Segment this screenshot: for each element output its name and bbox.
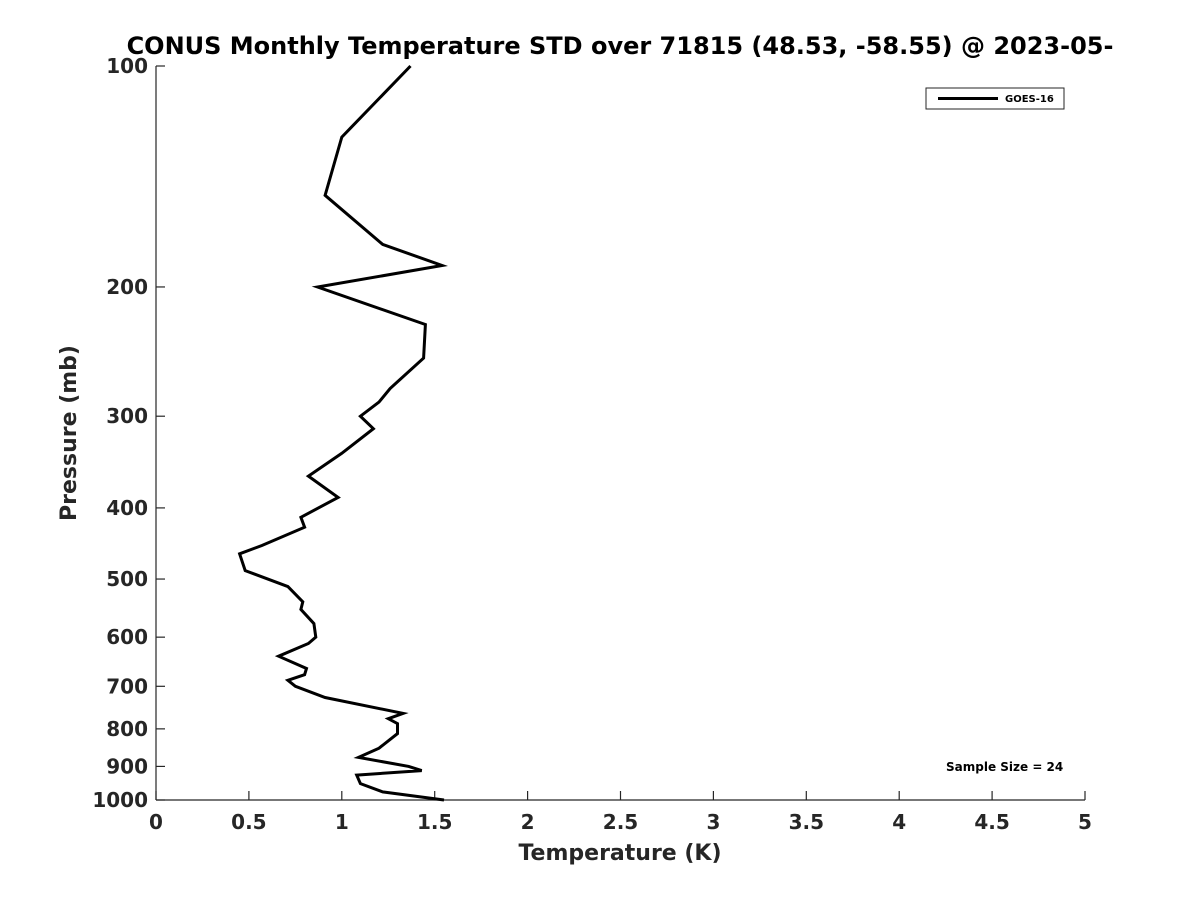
chart-title: CONUS Monthly Temperature STD over 71815… — [127, 32, 1114, 60]
x-tick-label: 4 — [892, 810, 906, 834]
y-tick-label: 200 — [106, 275, 148, 299]
series-layer — [237, 64, 448, 802]
y-tick-label: 900 — [106, 754, 148, 778]
x-tick-label: 2.5 — [603, 810, 638, 834]
x-tick-label: 0 — [149, 810, 163, 834]
x-axis-label: Temperature (K) — [518, 841, 721, 866]
x-tick-label: 3.5 — [789, 810, 824, 834]
y-axis-label: Pressure (mb) — [57, 345, 82, 521]
legend-label-goes16: GOES-16 — [1005, 94, 1054, 105]
x-tick-label: 2 — [521, 810, 535, 834]
y-tick-label: 400 — [106, 496, 148, 520]
x-axis-ticks: 0 0.5 1 1.5 2 2.5 3 3.5 4 4.5 5 — [149, 791, 1092, 834]
y-tick-label: 1000 — [92, 788, 148, 812]
x-tick-label: 5 — [1078, 810, 1092, 834]
y-tick-label: 800 — [106, 717, 148, 741]
y-tick-label: 300 — [106, 404, 148, 428]
legend: GOES-16 — [925, 87, 1065, 110]
y-tick-label: 700 — [106, 674, 148, 698]
y-tick-label: 600 — [106, 625, 148, 649]
x-tick-label: 1 — [335, 810, 349, 834]
x-tick-label: 3 — [706, 810, 720, 834]
y-tick-label: 100 — [106, 54, 148, 78]
series-line-goes16 — [237, 64, 448, 802]
x-tick-label: 0.5 — [231, 810, 266, 834]
x-tick-label: 1.5 — [417, 810, 452, 834]
y-tick-label: 500 — [106, 567, 148, 591]
y-axis-ticks: 100 200 300 400 500 600 700 800 900 1000 — [92, 54, 165, 812]
x-tick-label: 4.5 — [974, 810, 1009, 834]
plot-area — [155, 66, 1085, 801]
sample-size-annotation: Sample Size = 24 — [946, 760, 1063, 774]
